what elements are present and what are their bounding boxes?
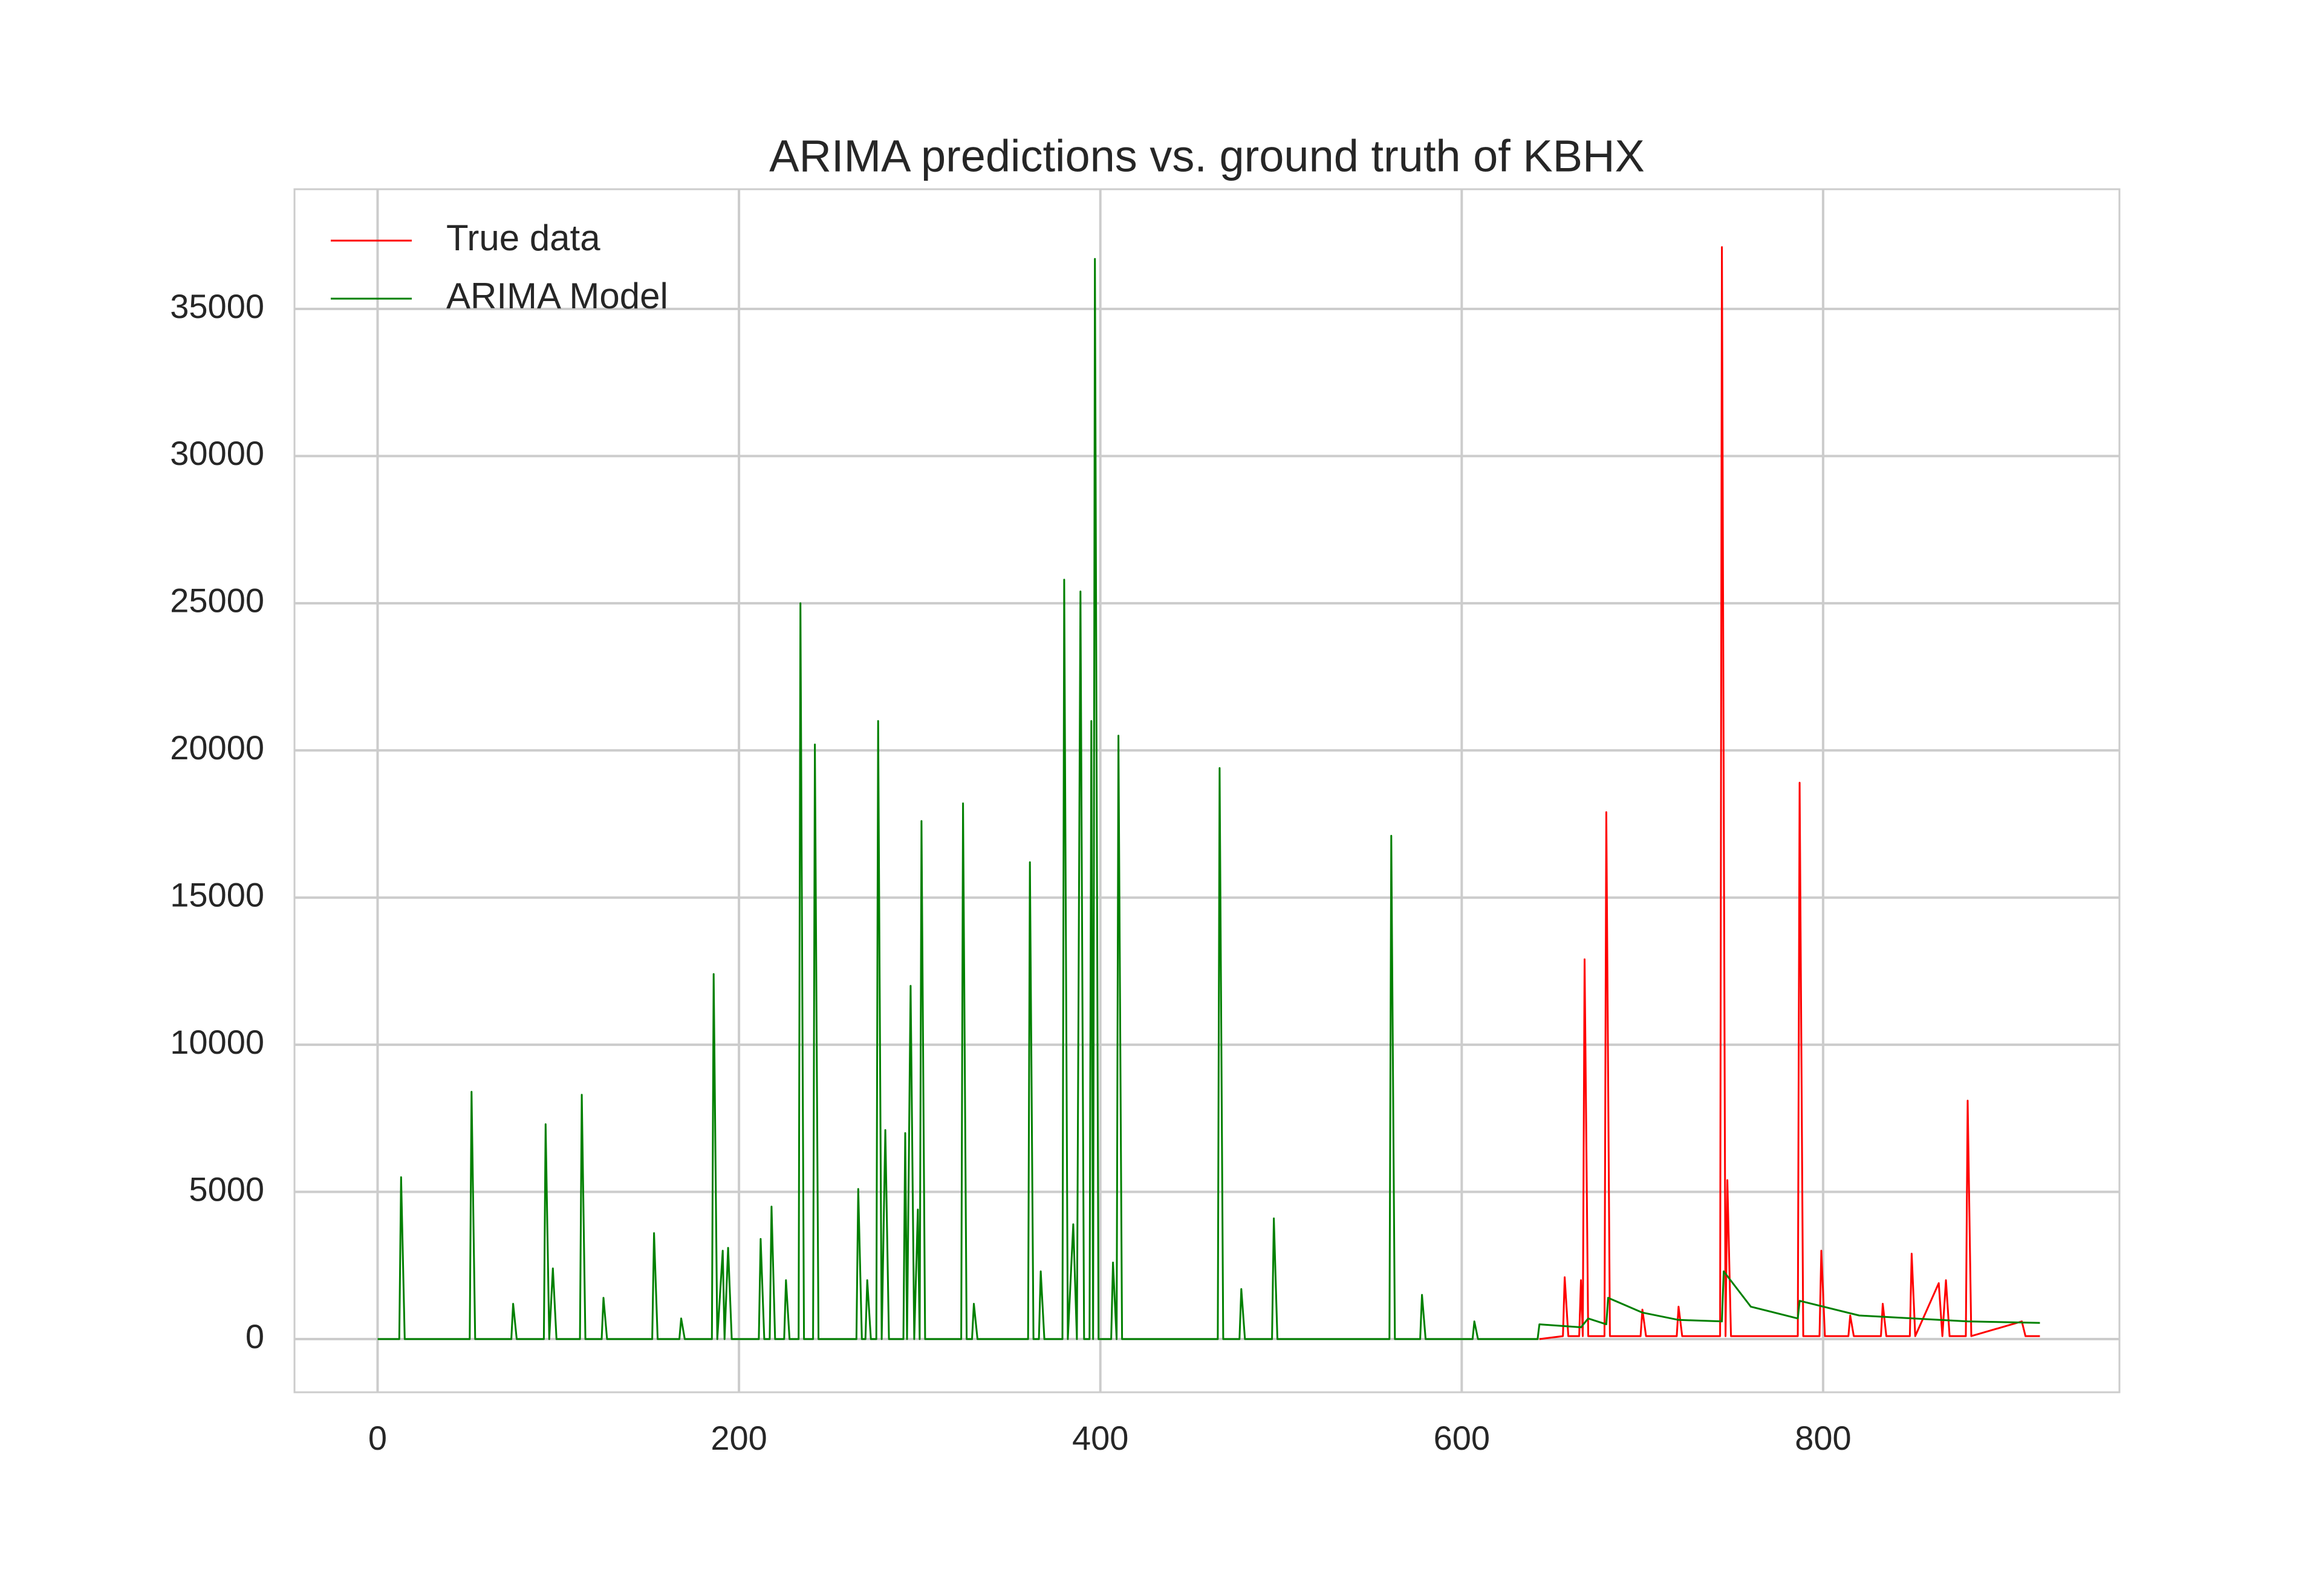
chart-title: ARIMA predictions vs. ground truth of KB… [769,131,1645,181]
y-tick-label: 35000 [170,287,264,325]
x-tick-label: 0 [368,1419,387,1457]
y-tick-label: 10000 [170,1023,264,1061]
y-tick-label: 25000 [170,582,264,620]
y-tick-label: 0 [246,1317,264,1355]
y-tick-label: 20000 [170,728,264,767]
x-tick-label: 200 [711,1419,767,1457]
y-tick-label: 15000 [170,875,264,913]
legend-label: ARIMA Model [446,276,668,316]
y-tick-label: 5000 [189,1170,264,1208]
legend-label: True data [446,218,600,258]
x-tick-label: 800 [1795,1419,1851,1457]
data-line [1539,246,2040,1340]
x-tick-label: 600 [1434,1419,1490,1457]
y-tick-label: 30000 [170,434,264,472]
data-line [377,258,2040,1340]
plot-frame [293,188,2121,1393]
x-tick-label: 400 [1072,1419,1128,1457]
